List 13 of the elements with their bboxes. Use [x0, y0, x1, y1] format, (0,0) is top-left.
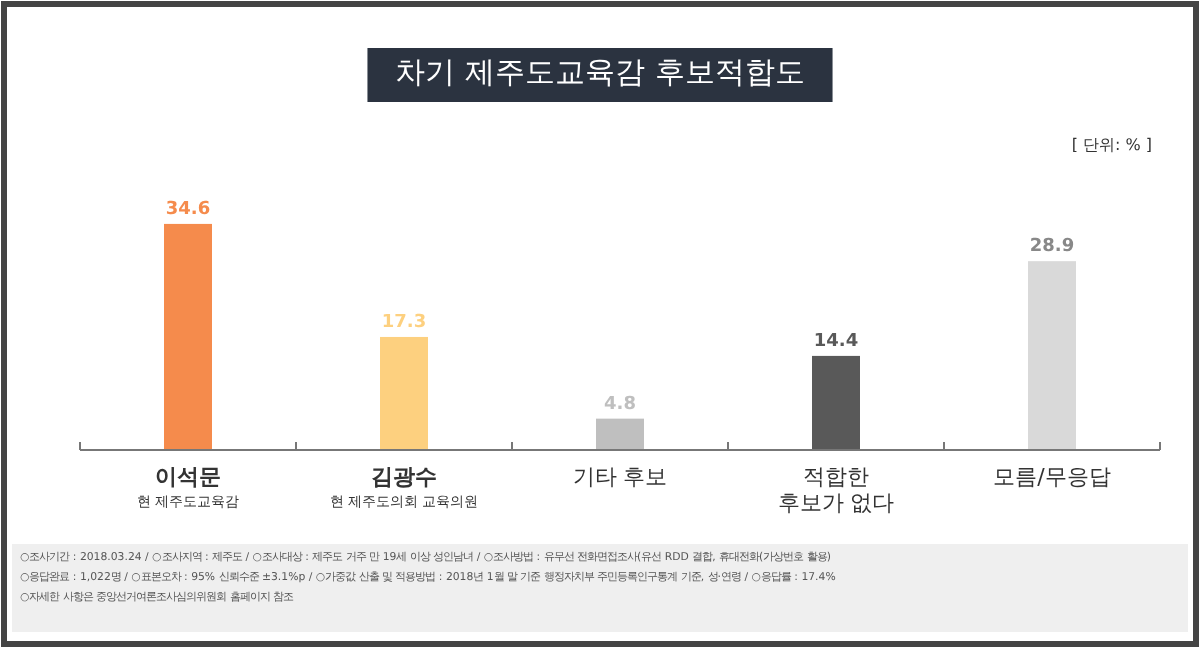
data-label: 4.8 [604, 394, 636, 415]
x-tick-label: 김광수 현 제주도의회 교육의원 [329, 464, 479, 510]
data-label: 14.4 [813, 331, 859, 352]
data-label: 34.6 [165, 199, 211, 220]
data-label: 17.3 [381, 312, 427, 333]
data-label: 28.9 [1029, 237, 1075, 258]
text: [ 단위: % ] [1071, 136, 1152, 154]
x-tick-label: 이석문 현 제주도교육감 [136, 464, 240, 510]
x-tick-label: 기타 후보 [572, 464, 668, 490]
chart-title: 차기 제주도교육감 후보적합도 [395, 54, 805, 90]
x-tick-label: 모름/무응답 [993, 464, 1111, 490]
title: 차기 제주도교육감 후보적합도 [367, 48, 833, 102]
x-tick-label: 적합한 후보가 없다 [777, 464, 895, 516]
